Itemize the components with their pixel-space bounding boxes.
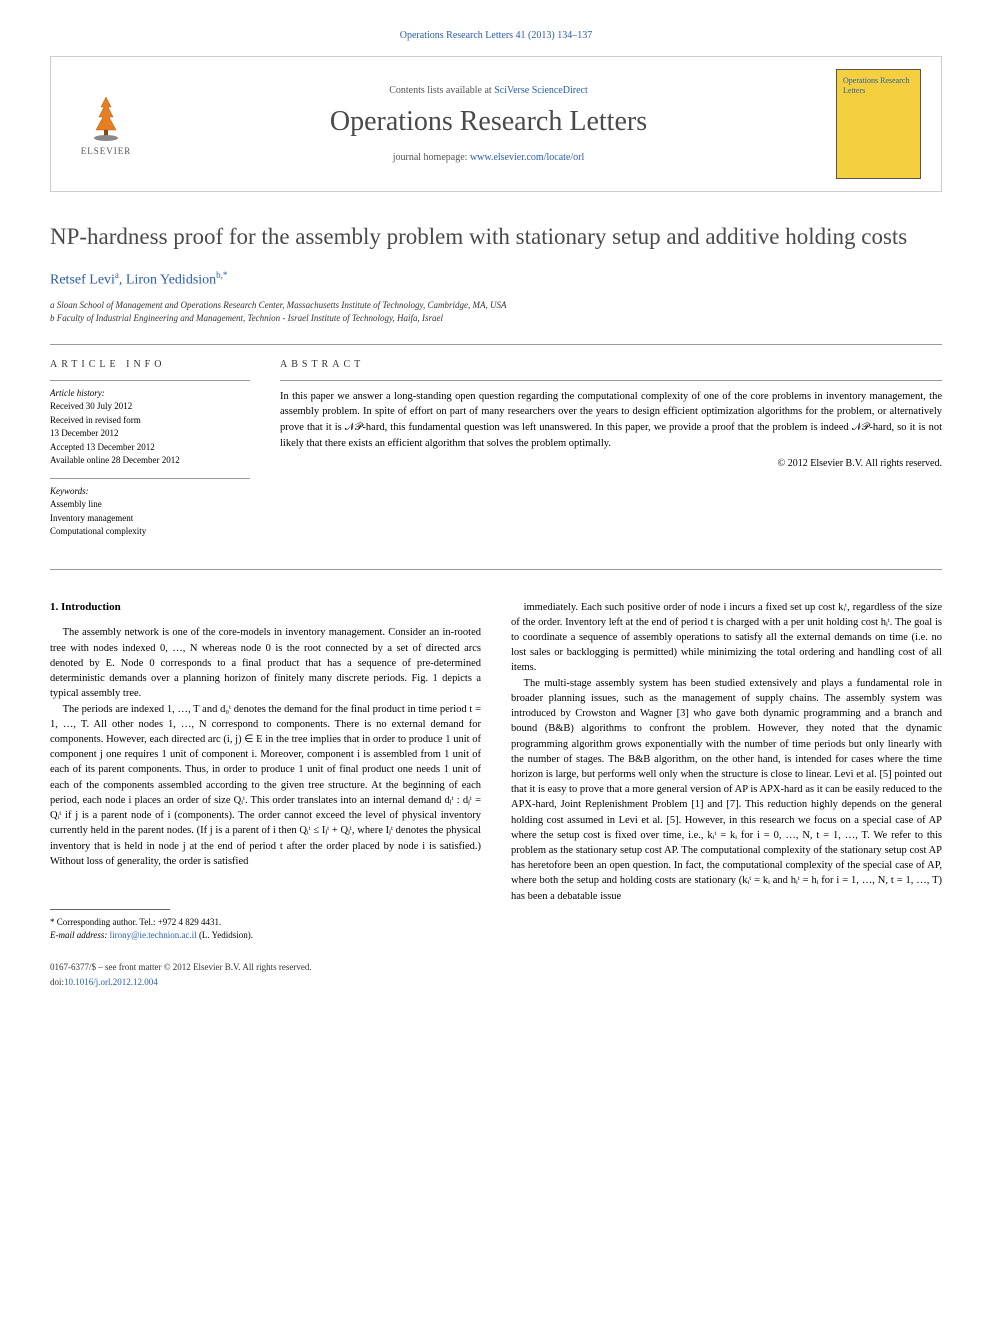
email-label: E-mail address: xyxy=(50,930,110,940)
author-separator: , xyxy=(119,273,126,288)
body-paragraph: The multi-stage assembly system has been… xyxy=(511,676,942,904)
journal-homepage-link[interactable]: www.elsevier.com/locate/orl xyxy=(470,152,584,163)
journal-header: ELSEVIER Contents lists available at Sci… xyxy=(50,56,942,192)
contents-prefix: Contents lists available at xyxy=(389,85,494,96)
sciencedirect-link[interactable]: SciVerse ScienceDirect xyxy=(494,85,588,96)
doi-link[interactable]: 10.1016/j.orl.2012.12.004 xyxy=(64,977,158,987)
article-title: NP-hardness proof for the assembly probl… xyxy=(50,222,942,252)
doi-line: doi:10.1016/j.orl.2012.12.004 xyxy=(50,976,481,989)
body-paragraph: immediately. Each such positive order of… xyxy=(511,600,942,676)
online-date: Available online 28 December 2012 xyxy=(50,454,250,468)
accepted-date: Accepted 13 December 2012 xyxy=(50,441,250,455)
keywords-label: Keywords: xyxy=(50,485,250,499)
footnotes: * Corresponding author. Tel.: +972 4 829… xyxy=(50,916,481,941)
article-info-column: ARTICLE INFO Article history: Received 3… xyxy=(50,359,250,549)
article-info-heading: ARTICLE INFO xyxy=(50,359,250,370)
keyword-2: Inventory management xyxy=(50,512,250,526)
doi-prefix: doi: xyxy=(50,977,64,987)
article-history-block: Article history: Received 30 July 2012 R… xyxy=(50,380,250,468)
homepage-prefix: journal homepage: xyxy=(393,152,470,163)
email-suffix: (L. Yedidsion). xyxy=(197,930,253,940)
elsevier-tree-icon xyxy=(81,92,131,142)
body-paragraph: The assembly network is one of the core-… xyxy=(50,625,481,701)
corresponding-author-note: * Corresponding author. Tel.: +972 4 829… xyxy=(50,916,481,929)
contents-lists-line: Contents lists available at SciVerse Sci… xyxy=(141,85,836,96)
affiliations: a Sloan School of Management and Operati… xyxy=(50,299,942,326)
info-abstract-row: ARTICLE INFO Article history: Received 3… xyxy=(50,359,942,549)
abstract-heading: ABSTRACT xyxy=(280,359,942,370)
affiliation-b: b Faculty of Industrial Engineering and … xyxy=(50,312,942,326)
email-line: E-mail address: lirony@ie.technion.ac.il… xyxy=(50,929,481,942)
journal-name: Operations Research Letters xyxy=(141,106,836,138)
keywords-block: Keywords: Assembly line Inventory manage… xyxy=(50,478,250,539)
footnote-separator xyxy=(50,909,170,910)
publisher-logo-block: ELSEVIER xyxy=(71,92,141,156)
author-2[interactable]: Liron Yedidsion xyxy=(126,273,216,288)
elsevier-label: ELSEVIER xyxy=(81,146,132,156)
front-matter-line: 0167-6377/$ – see front matter © 2012 El… xyxy=(50,961,481,974)
abstract-column: ABSTRACT In this paper we answer a long-… xyxy=(280,359,942,549)
keyword-3: Computational complexity xyxy=(50,525,250,539)
body-paragraph: The periods are indexed 1, …, T and d₀ᵗ … xyxy=(50,702,481,869)
revised-line1: Received in revised form xyxy=(50,414,250,428)
revised-line2: 13 December 2012 xyxy=(50,427,250,441)
history-label: Article history: xyxy=(50,387,250,401)
keyword-1: Assembly line xyxy=(50,498,250,512)
abstract-text: In this paper we answer a long-standing … xyxy=(280,380,942,452)
authors-line: Retsef Levia, Liron Yedidsionb,* xyxy=(50,270,942,289)
running-head: Operations Research Letters 41 (2013) 13… xyxy=(50,30,942,41)
journal-header-center: Contents lists available at SciVerse Sci… xyxy=(141,85,836,163)
section-1-heading: 1. Introduction xyxy=(50,600,481,616)
column-left: 1. Introduction The assembly network is … xyxy=(50,600,481,990)
author-1[interactable]: Retsef Levi xyxy=(50,273,115,288)
abstract-copyright: © 2012 Elsevier B.V. All rights reserved… xyxy=(280,458,942,469)
cover-title: Operations Research Letters xyxy=(843,76,914,95)
author-2-affil-mark: b,* xyxy=(216,270,227,280)
divider xyxy=(50,569,942,570)
body-two-columns: 1. Introduction The assembly network is … xyxy=(50,600,942,990)
journal-cover-thumbnail: Operations Research Letters xyxy=(836,69,921,179)
footer-row: 0167-6377/$ – see front matter © 2012 El… xyxy=(50,961,481,989)
journal-homepage-line: journal homepage: www.elsevier.com/locat… xyxy=(141,152,836,163)
author-email-link[interactable]: lirony@ie.technion.ac.il xyxy=(110,930,197,940)
affiliation-a: a Sloan School of Management and Operati… xyxy=(50,299,942,313)
divider xyxy=(50,344,942,345)
column-right: immediately. Each such positive order of… xyxy=(511,600,942,990)
received-date: Received 30 July 2012 xyxy=(50,400,250,414)
